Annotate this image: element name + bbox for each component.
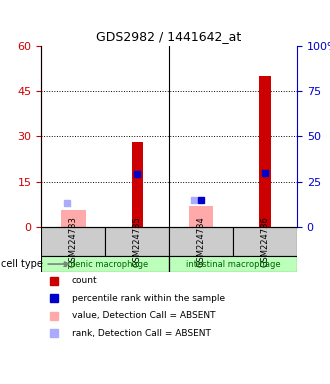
Text: intestinal macrophage: intestinal macrophage bbox=[186, 260, 280, 268]
Text: count: count bbox=[72, 276, 98, 285]
Text: percentile rank within the sample: percentile rank within the sample bbox=[72, 294, 225, 303]
FancyBboxPatch shape bbox=[169, 227, 233, 256]
Text: splenic macrophage: splenic macrophage bbox=[63, 260, 148, 268]
Title: GDS2982 / 1441642_at: GDS2982 / 1441642_at bbox=[96, 30, 242, 43]
Bar bbox=[132, 142, 143, 227]
FancyBboxPatch shape bbox=[105, 227, 169, 256]
Text: GSM224734: GSM224734 bbox=[197, 216, 206, 267]
FancyBboxPatch shape bbox=[41, 256, 169, 272]
Text: value, Detection Call = ABSENT: value, Detection Call = ABSENT bbox=[72, 311, 215, 320]
FancyBboxPatch shape bbox=[41, 227, 105, 256]
Text: rank, Detection Call = ABSENT: rank, Detection Call = ABSENT bbox=[72, 329, 211, 338]
Text: GSM224733: GSM224733 bbox=[69, 216, 78, 267]
Bar bbox=[189, 206, 214, 227]
Text: cell type: cell type bbox=[1, 259, 69, 269]
Bar bbox=[259, 76, 271, 227]
Bar bbox=[61, 210, 85, 227]
FancyBboxPatch shape bbox=[233, 227, 297, 256]
Text: GSM224735: GSM224735 bbox=[133, 216, 142, 267]
FancyBboxPatch shape bbox=[169, 256, 297, 272]
Text: GSM224736: GSM224736 bbox=[260, 216, 270, 267]
